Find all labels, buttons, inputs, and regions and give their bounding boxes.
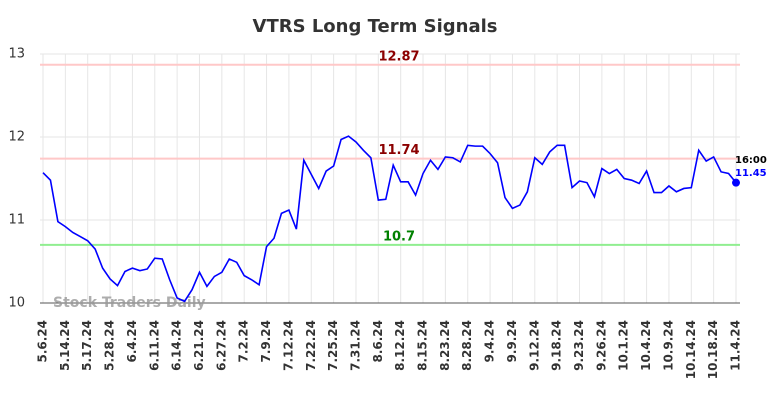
x-tick-label: 10.14.24 [684, 320, 698, 379]
x-tick-label: 10.4.24 [639, 320, 653, 371]
x-tick-label: 6.14.24 [170, 320, 184, 371]
last-value: 11.45 [735, 168, 767, 179]
y-tick-label: 11 [8, 213, 25, 228]
x-tick-label: 9.12.24 [527, 320, 541, 371]
last-point [732, 178, 740, 187]
x-tick-label: 5.6.24 [36, 320, 50, 363]
y-tick-label: 10 [8, 296, 25, 311]
x-tick-label: 6.27.24 [214, 320, 228, 371]
x-tick-label: 8.28.24 [460, 320, 474, 371]
last-time: 16:00 [735, 155, 767, 166]
signal-label: 11.74 [378, 143, 419, 158]
signal-label: 12.87 [378, 49, 419, 64]
x-tick-label: 8.15.24 [416, 320, 430, 371]
x-tick-label: 10.18.24 [706, 320, 720, 379]
x-tick-label: 7.9.24 [259, 320, 273, 363]
x-tick-label: 5.17.24 [80, 320, 94, 371]
x-tick-label: 10.9.24 [661, 320, 675, 371]
x-tick-label: 8.23.24 [438, 320, 452, 371]
x-tick-label: 6.21.24 [192, 320, 206, 371]
x-tick-label: 6.4.24 [125, 320, 139, 363]
x-tick-label: 9.26.24 [594, 320, 608, 371]
x-tick-label: 11.4.24 [729, 320, 743, 371]
watermark: Stock Traders Daily [53, 295, 206, 311]
x-tick-label: 8.12.24 [393, 320, 407, 371]
x-tick-label: 5.28.24 [103, 320, 117, 371]
signal-label: 10.7 [383, 229, 415, 244]
x-tick-label: 9.9.24 [505, 320, 519, 363]
x-tick-label: 7.22.24 [304, 320, 318, 371]
x-tick-label: 8.6.24 [371, 320, 385, 363]
chart-title: VTRS Long Term Signals [253, 16, 498, 37]
y-tick-label: 13 [8, 47, 25, 62]
x-tick-label: 7.31.24 [348, 320, 362, 371]
x-tick-label: 5.14.24 [58, 320, 72, 371]
x-tick-label: 7.25.24 [326, 320, 340, 371]
x-tick-label: 9.4.24 [483, 320, 497, 363]
x-tick-label: 6.11.24 [147, 320, 161, 371]
y-tick-label: 12 [8, 130, 25, 145]
price-line [42, 135, 737, 303]
x-tick-label: 10.1.24 [617, 320, 631, 371]
x-tick-label: 7.2.24 [237, 320, 251, 363]
x-tick-label: 7.12.24 [281, 320, 295, 371]
x-tick-label: 9.18.24 [550, 320, 564, 371]
x-tick-label: 9.23.24 [572, 320, 586, 371]
